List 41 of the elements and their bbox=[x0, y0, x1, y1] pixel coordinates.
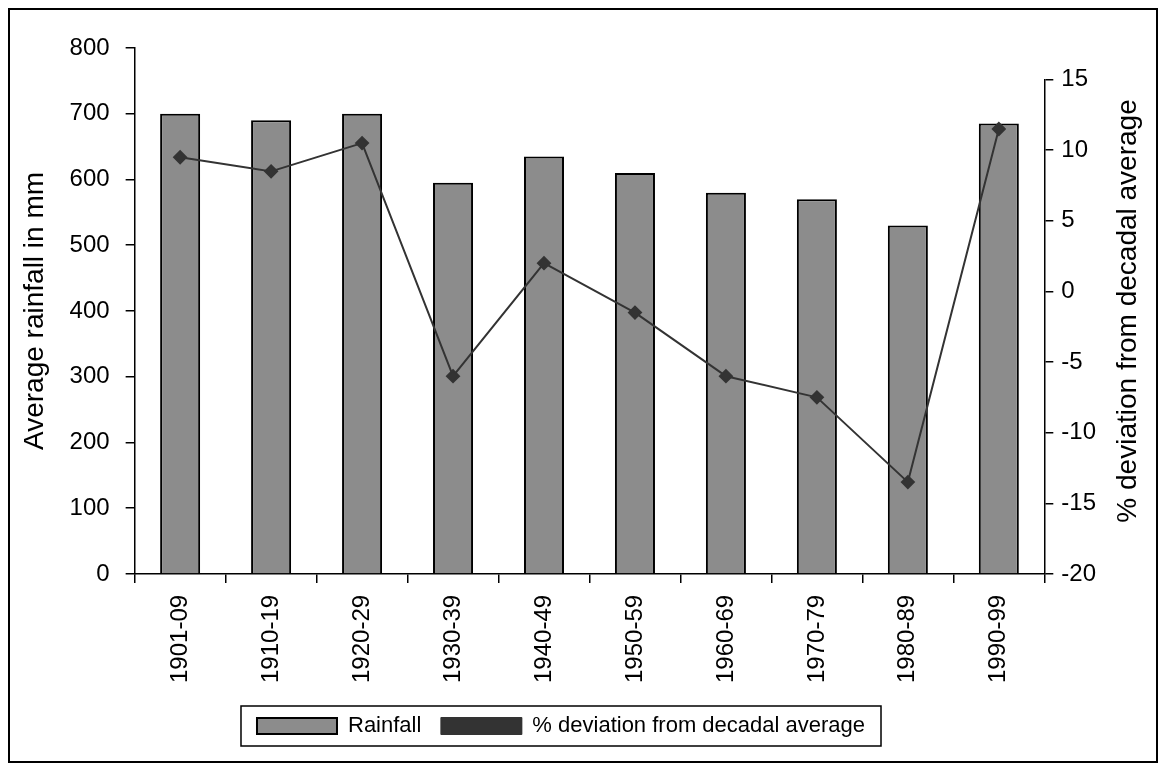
point bbox=[900, 475, 915, 490]
x-tick-label: 1960-69 bbox=[710, 594, 738, 683]
point bbox=[627, 305, 642, 320]
x-tick-label: 1910-19 bbox=[255, 594, 283, 683]
y2-tick-label: 5 bbox=[1061, 205, 1075, 233]
point bbox=[536, 256, 551, 271]
point bbox=[173, 150, 188, 165]
y-tick-label: 700 bbox=[69, 98, 110, 126]
point bbox=[264, 164, 279, 179]
point bbox=[446, 369, 461, 384]
x-tick-label: 1940-49 bbox=[528, 594, 556, 683]
y-tick-label: 300 bbox=[69, 361, 110, 389]
y2-tick-label: -15 bbox=[1061, 487, 1096, 515]
x-tick-label: 1901-09 bbox=[164, 594, 192, 683]
y-axis-title: Average rainfall in mm bbox=[17, 171, 49, 450]
legend-label: Rainfall bbox=[347, 712, 422, 738]
point bbox=[809, 390, 824, 405]
y-tick-label: 600 bbox=[69, 164, 110, 192]
y2-tick-label: -5 bbox=[1061, 346, 1083, 374]
y2-axis-title: % deviation from decadal average bbox=[1110, 99, 1142, 523]
y2-tick-label: 0 bbox=[1061, 276, 1075, 304]
y-tick-label: 100 bbox=[69, 492, 110, 520]
y2-tick-label: -10 bbox=[1061, 417, 1096, 445]
x-tick-label: 1920-29 bbox=[346, 594, 374, 683]
y2-tick-label: 10 bbox=[1061, 134, 1089, 162]
x-tick-label: 1970-79 bbox=[801, 594, 829, 683]
x-tick-label: 1980-89 bbox=[892, 594, 920, 683]
point bbox=[718, 369, 733, 384]
y-tick-label: 500 bbox=[69, 229, 110, 257]
y-tick-label: 400 bbox=[69, 295, 110, 323]
y2-tick-label: 15 bbox=[1061, 64, 1089, 92]
x-tick-label: 1950-59 bbox=[619, 594, 647, 683]
legend-label: % deviation from decadal average bbox=[532, 712, 866, 738]
point bbox=[355, 136, 370, 151]
y-tick-label: 800 bbox=[69, 32, 110, 60]
point bbox=[991, 121, 1006, 136]
y-tick-label: 200 bbox=[69, 427, 110, 455]
x-tick-label: 1990-99 bbox=[983, 594, 1011, 683]
y2-tick-label: -20 bbox=[1061, 558, 1096, 586]
y-tick-label: 0 bbox=[96, 558, 110, 586]
x-tick-label: 1930-39 bbox=[437, 594, 465, 683]
